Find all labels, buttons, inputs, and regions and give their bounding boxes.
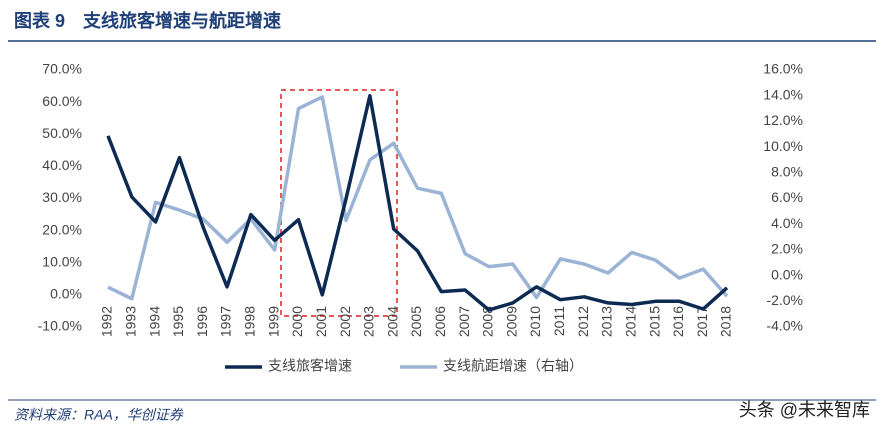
series-line [107, 95, 729, 301]
series-line [106, 93, 729, 312]
source: 资料来源：RAA，华创证券 [14, 407, 184, 423]
x-tick-label: 1997 [218, 306, 234, 337]
x-tick-label: 1999 [265, 306, 281, 337]
y2-tick-label: 8.0% [771, 164, 803, 180]
y2-tick-label: 14.0% [763, 86, 803, 102]
x-tick-label: 2007 [456, 306, 472, 337]
y2-tick-label: -4.0% [766, 318, 803, 334]
y2-tick-label: 6.0% [771, 189, 803, 205]
x-tick-label: 2003 [361, 306, 377, 337]
x-tick-label: 2009 [503, 306, 519, 337]
x-tick-label: 2006 [432, 306, 448, 337]
x-tick-label: 2001 [313, 306, 329, 337]
y-tick-label: 10.0% [42, 253, 82, 269]
y-tick-label: 50.0% [42, 125, 82, 141]
y-tick-label: 70.0% [42, 61, 82, 77]
y2-tick-label: 10.0% [763, 138, 803, 154]
y-tick-label: -10.0% [38, 318, 82, 334]
x-tick-label: 2014 [622, 306, 638, 337]
highlight-box [280, 89, 398, 317]
x-tick-label: 2018 [718, 306, 734, 337]
x-tick-label: 1994 [146, 306, 162, 337]
legend-label: 支线旅客增速 [268, 358, 352, 374]
x-tick-label: 1992 [99, 306, 115, 337]
x-tick-label: 2004 [384, 306, 400, 337]
chart-title: 图表 9 支线旅客增速与航距增速 [14, 10, 281, 31]
y2-tick-label: -2.0% [766, 292, 803, 308]
y-tick-label: 0.0% [50, 286, 82, 302]
x-tick-label: 2010 [527, 306, 543, 337]
x-tick-label: 2015 [646, 306, 662, 337]
x-tick-label: 1993 [123, 306, 139, 337]
y-tick-label: 60.0% [42, 93, 82, 109]
x-tick-label: 2011 [551, 306, 567, 336]
y-tick-label: 40.0% [42, 157, 82, 173]
x-tick-label: 2013 [599, 306, 615, 337]
x-tick-label: 2017 [694, 306, 710, 337]
x-tick-label: 2016 [670, 306, 686, 337]
x-tick-label: 1998 [242, 306, 258, 337]
x-tick-label: 2012 [575, 306, 591, 337]
legend-label: 支线航距增速（右轴） [443, 358, 583, 374]
x-tick-label: 1996 [194, 306, 210, 337]
y2-tick-label: 4.0% [771, 215, 803, 231]
y-tick-label: 20.0% [42, 221, 82, 237]
y2-tick-label: 0.0% [771, 266, 803, 282]
x-tick-label: 2002 [337, 306, 353, 337]
watermark: 头条 @未来智库 [739, 400, 870, 420]
x-tick-label: 2005 [408, 306, 424, 337]
y-tick-label: 30.0% [42, 189, 82, 205]
y2-tick-label: 2.0% [771, 241, 803, 257]
y2-tick-label: 12.0% [763, 112, 803, 128]
x-tick-label: 1995 [170, 306, 186, 337]
y2-tick-label: 16.0% [763, 61, 803, 77]
x-tick-label: 2008 [480, 306, 496, 337]
x-tick-label: 2000 [289, 306, 305, 337]
